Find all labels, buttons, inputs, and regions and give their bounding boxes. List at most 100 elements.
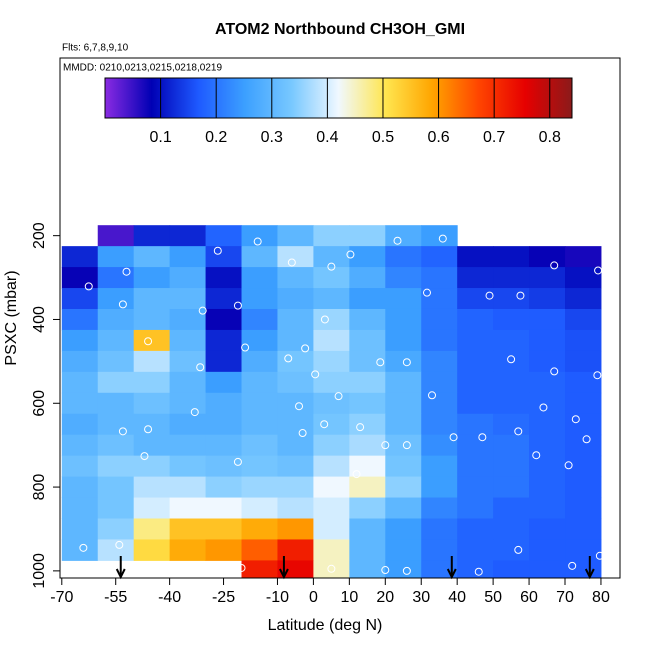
x-tick-label: -10 — [266, 589, 289, 606]
flight-point — [79, 543, 88, 552]
heatmap-cell — [421, 497, 458, 519]
heatmap-cell — [133, 350, 171, 373]
flight-point — [381, 441, 390, 450]
heatmap-cell — [61, 308, 99, 331]
heatmap-cell — [277, 225, 314, 247]
heatmap-cell — [349, 288, 386, 310]
heatmap-cell — [241, 392, 278, 415]
heatmap-cell — [277, 434, 314, 457]
heatmap-cell — [349, 350, 386, 373]
heatmap-cell — [421, 329, 458, 352]
heatmap-cell — [565, 308, 602, 331]
heatmap-cell — [277, 371, 314, 394]
heatmap-cell — [61, 350, 99, 373]
colorbar-tick-label: 0.1 — [149, 129, 171, 146]
heatmap-cell — [493, 434, 530, 457]
flight-point — [356, 423, 365, 432]
heatmap-cell — [313, 476, 350, 499]
heatmap-cell — [421, 518, 458, 540]
heatmap-cell — [565, 497, 602, 519]
heatmap-cell — [205, 329, 243, 352]
flight-point — [564, 461, 573, 470]
heatmap-cell — [241, 518, 278, 540]
heatmap-cell — [169, 518, 207, 540]
heatmap-cell — [205, 308, 243, 331]
flight-point — [402, 441, 411, 450]
heatmap-cell — [457, 539, 494, 561]
heatmap-cell — [349, 434, 386, 457]
heatmap-cell — [169, 246, 207, 268]
heatmap-cell — [277, 560, 314, 578]
heatmap-cell — [241, 288, 278, 310]
flight-point — [550, 367, 559, 376]
heatmap-cell — [61, 329, 99, 352]
heatmap-cell — [169, 288, 207, 310]
heatmap-cell — [529, 371, 566, 394]
heatmap-cell — [241, 308, 278, 331]
y-tick-label: 800 — [31, 474, 48, 501]
heatmap-cell — [493, 350, 530, 373]
heatmap-cell — [97, 392, 135, 415]
heatmap-cell — [565, 288, 602, 310]
heatmap-cell — [61, 476, 99, 499]
heatmap-cell — [385, 476, 422, 499]
heatmap-cell — [241, 350, 278, 373]
flight-point — [75, 237, 84, 246]
heatmap-cell — [61, 371, 99, 394]
heatmap-cell — [421, 267, 458, 289]
flight-point — [253, 237, 262, 246]
heatmap-cell — [133, 539, 171, 561]
heatmap-cell — [385, 267, 422, 289]
heatmap-cell — [61, 413, 99, 436]
heatmap-cell — [241, 371, 278, 394]
flight-point — [402, 566, 411, 575]
heatmap-cell — [457, 308, 494, 331]
flight-point — [198, 306, 207, 315]
heatmap-cell — [493, 455, 530, 478]
heatmap-cell — [97, 497, 135, 519]
flight-point — [346, 250, 355, 259]
heatmap-cell — [133, 308, 171, 331]
flight-point — [311, 370, 320, 379]
flight-point — [327, 564, 336, 573]
flight-point — [428, 391, 437, 400]
heatmap-cell — [61, 455, 99, 478]
flight-point — [115, 540, 124, 549]
x-tick-label: 0 — [309, 589, 318, 606]
heatmap-cell — [97, 267, 135, 289]
heatmap-cell — [385, 392, 422, 415]
heatmap-cell — [277, 455, 314, 478]
heatmap-cell — [61, 518, 99, 540]
heatmap-cell — [133, 267, 171, 289]
heatmap-cell — [421, 455, 458, 478]
heatmap-cell — [241, 267, 278, 289]
heatmap-cell — [313, 350, 350, 373]
heatmap-cell — [565, 476, 602, 499]
heatmap-cell — [565, 518, 602, 540]
heatmap-cell — [385, 329, 422, 352]
heatmap-cell — [97, 246, 135, 268]
heatmap-cell — [493, 518, 530, 540]
flight-point — [550, 261, 559, 270]
heatmap-cell — [529, 539, 566, 561]
x-tick-label: -25 — [212, 589, 235, 606]
heatmap-cell — [529, 267, 566, 289]
heatmap-cell — [529, 350, 566, 373]
heatmap-cell — [277, 288, 314, 310]
heatmap-cell — [349, 225, 386, 247]
heatmap-cell — [457, 476, 494, 499]
heatmap-cell — [61, 539, 99, 561]
heatmap-cell — [385, 518, 422, 540]
heatmap-cell — [277, 329, 314, 352]
heatmap-cell — [421, 308, 458, 331]
x-tick-label: 30 — [412, 589, 430, 606]
flight-point — [233, 301, 242, 310]
flight-point — [327, 262, 336, 271]
heatmap-cell — [205, 392, 243, 415]
heatmap-cell — [421, 434, 458, 457]
flight-point — [571, 415, 580, 424]
heatmap-cell — [493, 392, 530, 415]
heatmap-cell — [169, 539, 207, 561]
heatmap-cell — [205, 434, 243, 457]
heatmap-cell — [457, 560, 494, 578]
